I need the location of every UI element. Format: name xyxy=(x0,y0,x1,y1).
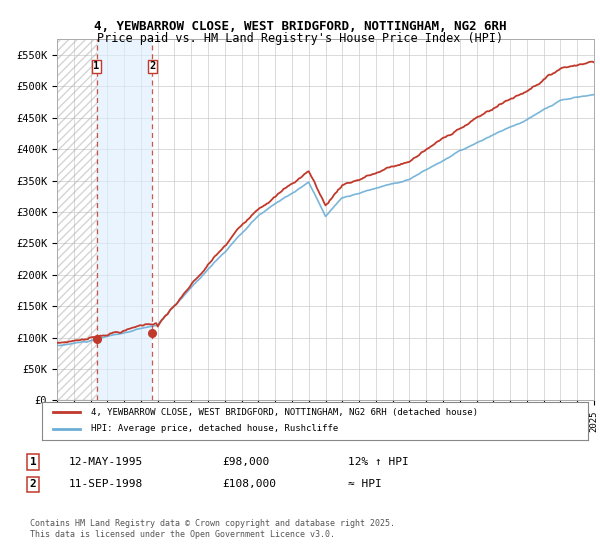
Text: 2: 2 xyxy=(149,61,155,71)
Text: 12-MAY-1995: 12-MAY-1995 xyxy=(69,457,143,467)
Text: £98,000: £98,000 xyxy=(222,457,269,467)
Text: 2: 2 xyxy=(29,479,37,489)
Text: Price paid vs. HM Land Registry's House Price Index (HPI): Price paid vs. HM Land Registry's House … xyxy=(97,32,503,45)
Text: HPI: Average price, detached house, Rushcliffe: HPI: Average price, detached house, Rush… xyxy=(91,424,338,433)
Text: 4, YEWBARROW CLOSE, WEST BRIDGFORD, NOTTINGHAM, NG2 6RH: 4, YEWBARROW CLOSE, WEST BRIDGFORD, NOTT… xyxy=(94,20,506,32)
Bar xyxy=(57,39,97,400)
Text: 11-SEP-1998: 11-SEP-1998 xyxy=(69,479,143,489)
Bar xyxy=(97,39,152,400)
Text: 1: 1 xyxy=(29,457,37,467)
Text: £108,000: £108,000 xyxy=(222,479,276,489)
Text: ≈ HPI: ≈ HPI xyxy=(348,479,382,489)
Text: 4, YEWBARROW CLOSE, WEST BRIDGFORD, NOTTINGHAM, NG2 6RH (detached house): 4, YEWBARROW CLOSE, WEST BRIDGFORD, NOTT… xyxy=(91,408,478,417)
Text: 1: 1 xyxy=(94,61,100,71)
Text: Contains HM Land Registry data © Crown copyright and database right 2025.
This d: Contains HM Land Registry data © Crown c… xyxy=(30,520,395,539)
Text: 12% ↑ HPI: 12% ↑ HPI xyxy=(348,457,409,467)
